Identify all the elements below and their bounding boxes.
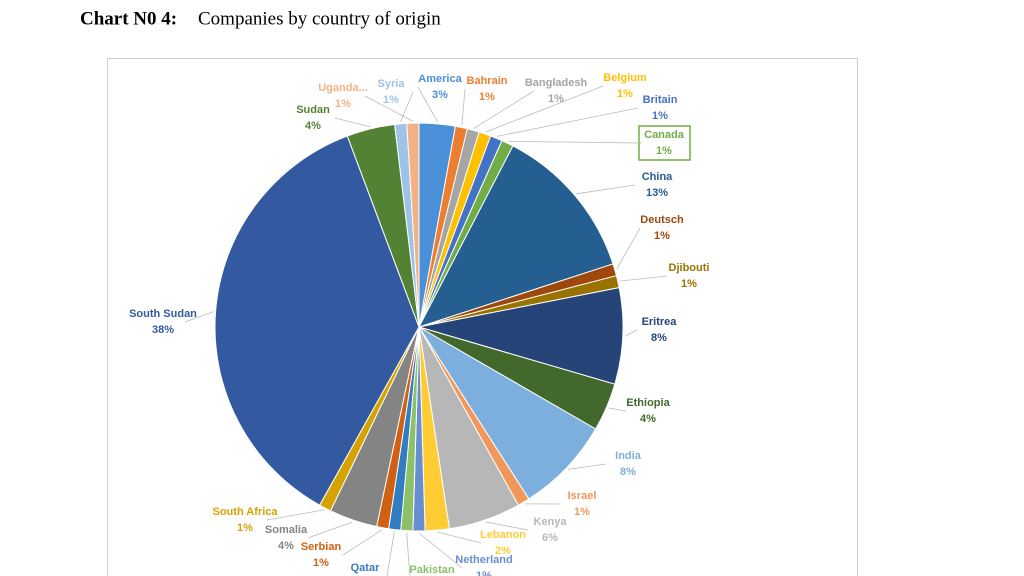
slice-label: Uganda...	[318, 82, 368, 94]
slice-value-label: 1%	[656, 145, 672, 157]
slice-label: Somalia	[265, 524, 308, 536]
leader-line	[307, 521, 353, 539]
slice-value-label: 1%	[479, 91, 495, 103]
slice-value-label: 1%	[383, 94, 399, 106]
slice-label: Britain	[643, 94, 678, 106]
slice-value-label: 1%	[237, 522, 253, 534]
slice-label: Djibouti	[669, 262, 710, 274]
leader-line	[608, 407, 627, 412]
slice-value-label: 3%	[432, 89, 448, 101]
slice-value-label: 1%	[476, 570, 492, 576]
pie-slice	[418, 286, 624, 385]
slice-label: Serbian	[301, 541, 342, 553]
leader-line	[485, 521, 529, 531]
slice-value-label: 13%	[646, 187, 668, 199]
slice-label: Bahrain	[467, 75, 508, 87]
slice-label: Lebanon	[480, 529, 526, 541]
slice-label: South Sudan	[129, 308, 197, 320]
leader-line	[485, 85, 604, 133]
leader-line	[497, 107, 639, 137]
leader-line	[386, 531, 395, 576]
slice-label: Netherland	[455, 554, 512, 566]
slice-value-label: 4%	[278, 540, 294, 552]
pie-slice	[418, 326, 597, 500]
leader-line	[619, 275, 668, 282]
slice-label: Canada	[644, 129, 685, 141]
slice-label: Kenya	[533, 516, 567, 528]
slice-label: Syria	[378, 78, 406, 90]
pie-slice	[406, 122, 420, 328]
slice-value-label: 1%	[681, 278, 697, 290]
leader-line	[342, 529, 383, 556]
leader-line	[266, 509, 325, 521]
slice-label: South Africa	[213, 506, 279, 518]
slice-label: America	[418, 73, 462, 85]
pie-slice	[417, 145, 614, 328]
leader-line	[508, 141, 643, 144]
slice-label: India	[615, 450, 642, 462]
leader-line	[418, 532, 463, 569]
leader-line	[184, 311, 214, 323]
chart-title: Companies by country of origin	[198, 8, 441, 29]
leader-line	[437, 531, 482, 544]
leader-line	[400, 91, 414, 122]
leader-line	[473, 90, 535, 129]
leader-line	[576, 184, 636, 195]
slice-label: Qatar	[351, 562, 380, 574]
chart-label: Chart N0 4:	[80, 8, 177, 29]
slice-label: Bangladesh	[525, 77, 588, 89]
leader-line	[616, 227, 641, 270]
leader-line	[417, 86, 438, 123]
slice-label: Eritrea	[642, 316, 678, 328]
leader-line	[461, 88, 466, 126]
leader-line	[364, 95, 414, 122]
leader-line	[334, 117, 371, 128]
slice-label: China	[642, 171, 673, 183]
slice-value-label: 1%	[654, 230, 670, 242]
slice-value-label: 1%	[617, 88, 633, 100]
slice-value-label: 1%	[548, 93, 564, 105]
slice-value-label: 1%	[574, 506, 590, 518]
slice-label: Deutsch	[640, 214, 684, 226]
slice-value-label: 1%	[652, 110, 668, 122]
slice-value-label: 1%	[335, 98, 351, 110]
slice-value-label: 4%	[640, 413, 656, 425]
slice-value-label: 6%	[542, 532, 558, 544]
slice-label: Israel	[568, 490, 597, 502]
slice-value-label: 8%	[651, 332, 667, 344]
leader-line	[567, 463, 607, 470]
slice-label: Pakistan	[409, 564, 455, 576]
slice-value-label: 1%	[313, 557, 329, 569]
leader-line	[406, 532, 411, 576]
slice-value-label: 4%	[305, 120, 321, 132]
pie-slice	[214, 135, 420, 506]
leader-line	[624, 329, 638, 337]
slice-value-label: 2%	[495, 545, 511, 557]
slice-label: Belgium	[603, 72, 647, 84]
slice-value-label: 38%	[152, 324, 174, 336]
slice-label: Sudan	[296, 104, 330, 116]
slice-label: Ethiopia	[626, 397, 670, 409]
chart-frame	[107, 58, 858, 576]
slice-value-label: 8%	[620, 466, 636, 478]
